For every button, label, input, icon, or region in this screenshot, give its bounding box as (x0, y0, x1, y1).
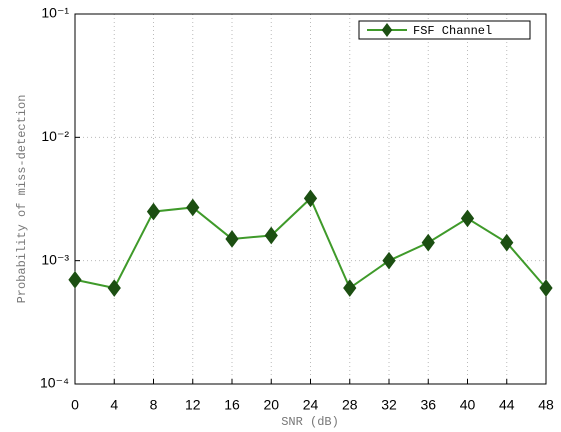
marker (500, 233, 514, 252)
marker (264, 226, 278, 245)
marker (539, 279, 553, 297)
marker (460, 209, 475, 228)
marker (421, 233, 435, 252)
y-axis-label: Probability of miss-detection (15, 95, 29, 304)
x-tick-label: 28 (342, 397, 358, 413)
marker (303, 189, 318, 208)
x-tick-label: 20 (263, 397, 279, 413)
y-tick-label: 10⁻¹ (41, 5, 69, 21)
x-axis-label: SNR (dB) (281, 415, 339, 429)
marker (343, 279, 357, 297)
y-tick-label: 10⁻² (41, 128, 69, 144)
marker (107, 279, 121, 297)
legend-box (358, 20, 531, 40)
x-tick-label: 24 (303, 397, 319, 413)
x-tick-label: 36 (420, 397, 436, 413)
marker (146, 202, 161, 221)
x-tick-label: 32 (381, 397, 397, 413)
marker (382, 251, 396, 270)
x-tick-label: 44 (499, 397, 515, 413)
marker (225, 230, 239, 248)
y-tick-label: 10⁻⁴ (40, 375, 69, 391)
x-tick-label: 16 (224, 397, 240, 413)
x-tick-label: 12 (185, 397, 201, 413)
x-tick-label: 0 (71, 397, 79, 413)
y-tick-label: 10⁻³ (41, 251, 69, 267)
legend-marker (381, 23, 393, 37)
legend-label: FSF Channel (413, 24, 492, 38)
axes-box (74, 13, 547, 385)
x-tick-label: 8 (150, 397, 158, 413)
x-tick-label: 48 (538, 397, 554, 413)
x-tick-label: 4 (110, 397, 118, 413)
marker (186, 198, 200, 217)
marker (68, 270, 82, 289)
x-tick-label: 40 (460, 397, 476, 413)
